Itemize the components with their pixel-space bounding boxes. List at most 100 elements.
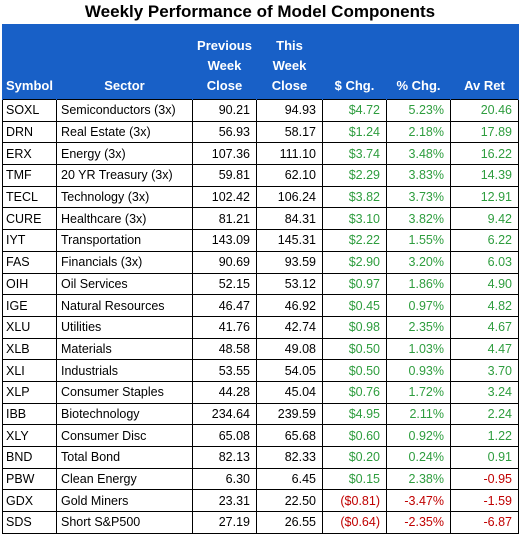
header-percent-change: % Chg. xyxy=(386,24,451,100)
symbol-cell: XLY xyxy=(2,424,57,447)
previous-close-cell: 102.42 xyxy=(192,185,257,209)
this-close-cell: 46.92 xyxy=(256,294,323,317)
average-return-cell: 4.67 xyxy=(450,315,519,339)
average-return-cell: 17.89 xyxy=(450,120,519,144)
dollar-change-cell: ($0.81) xyxy=(322,489,387,513)
table-row: PBW Clean Energy 6.30 6.45 $0.15 2.38% -0.95 xyxy=(2,467,519,491)
table-row: GDX Gold Miners 23.31 22.50 ($0.81) -3.47% -1.… xyxy=(2,489,519,513)
average-return-cell: 9.42 xyxy=(450,207,519,231)
header-average-return: Av Ret xyxy=(450,24,519,100)
table-row: ERX Energy (3x) 107.36 111.10 $3.74 3.48% 16.2… xyxy=(2,142,519,166)
dollar-change-cell: $0.60 xyxy=(322,424,387,447)
previous-close-cell: 81.21 xyxy=(192,207,257,231)
previous-close-cell: 48.58 xyxy=(192,337,257,361)
sector-cell: Total Bond xyxy=(56,446,193,469)
average-return-cell: 20.46 xyxy=(450,99,519,122)
previous-close-cell: 56.93 xyxy=(192,120,257,144)
percent-change-cell: -3.47% xyxy=(386,489,451,513)
symbol-cell: XLB xyxy=(2,337,57,361)
percent-change-cell: 1.55% xyxy=(386,229,451,252)
symbol-cell: SOXL xyxy=(2,99,57,122)
average-return-cell: 16.22 xyxy=(450,142,519,166)
symbol-cell: ERX xyxy=(2,142,57,166)
previous-close-cell: 143.09 xyxy=(192,229,257,252)
table-row: XLY Consumer Disc 65.08 65.68 $0.60 0.92% 1.22 xyxy=(2,424,519,447)
previous-close-cell: 23.31 xyxy=(192,489,257,513)
header-this-line-3: Close xyxy=(271,78,308,93)
sector-cell: Biotechnology xyxy=(56,402,193,426)
symbol-cell: FAS xyxy=(2,250,57,274)
sector-cell: Financials (3x) xyxy=(56,250,193,274)
dollar-change-cell: $4.95 xyxy=(322,402,387,426)
previous-close-cell: 46.47 xyxy=(192,294,257,317)
previous-close-cell: 44.28 xyxy=(192,380,257,404)
previous-close-cell: 59.81 xyxy=(192,164,257,187)
dollar-change-cell: $0.76 xyxy=(322,380,387,404)
symbol-cell: IBB xyxy=(2,402,57,426)
dollar-change-cell: ($0.64) xyxy=(322,511,387,534)
symbol-cell: XLI xyxy=(2,359,57,382)
symbol-cell: SDS xyxy=(2,511,57,534)
header-this-line-1: This xyxy=(276,38,303,53)
header-this-week-close: This Week Close xyxy=(256,24,323,100)
average-return-cell: -0.95 xyxy=(450,467,519,491)
sector-cell: Clean Energy xyxy=(56,467,193,491)
table-row: IGE Natural Resources 46.47 46.92 $0.45 0.97%… xyxy=(2,294,519,317)
average-return-cell: 1.22 xyxy=(450,424,519,447)
previous-close-cell: 53.55 xyxy=(192,359,257,382)
sector-cell: Transportation xyxy=(56,229,193,252)
this-close-cell: 6.45 xyxy=(256,467,323,491)
sector-cell: Technology (3x) xyxy=(56,185,193,209)
symbol-cell: CURE xyxy=(2,207,57,231)
symbol-cell: XLP xyxy=(2,380,57,404)
table-row: FAS Financials (3x) 90.69 93.59 $2.90 3.20% 6.… xyxy=(2,250,519,274)
dollar-change-cell: $2.90 xyxy=(322,250,387,274)
this-close-cell: 111.10 xyxy=(256,142,323,166)
this-close-cell: 49.08 xyxy=(256,337,323,361)
average-return-cell: 6.22 xyxy=(450,229,519,252)
symbol-cell: IYT xyxy=(2,229,57,252)
this-close-cell: 145.31 xyxy=(256,229,323,252)
sector-cell: 20 YR Treasury (3x) xyxy=(56,164,193,187)
table-row: TMF 20 YR Treasury (3x) 59.81 62.10 $2.29 3.8… xyxy=(2,164,519,187)
sector-cell: Gold Miners xyxy=(56,489,193,513)
percent-change-cell: 3.73% xyxy=(386,185,451,209)
symbol-cell: PBW xyxy=(2,467,57,491)
percent-change-cell: 2.18% xyxy=(386,120,451,144)
dollar-change-cell: $3.10 xyxy=(322,207,387,231)
table-row: IYT Transportation 143.09 145.31 $2.22 1.55% 6… xyxy=(2,229,519,252)
table-title: Weekly Performance of Model Components xyxy=(84,2,436,21)
average-return-cell: 0.91 xyxy=(450,446,519,469)
table-row: XLI Industrials 53.55 54.05 $0.50 0.93% 3.70 xyxy=(2,359,519,382)
symbol-cell: OIH xyxy=(2,272,57,296)
symbol-cell: DRN xyxy=(2,120,57,144)
table-row: XLU Utilities 41.76 42.74 $0.98 2.35% 4.67 xyxy=(2,315,519,339)
average-return-cell: 3.24 xyxy=(450,380,519,404)
symbol-cell: TECL xyxy=(2,185,57,209)
dollar-change-cell: $0.98 xyxy=(322,315,387,339)
this-close-cell: 62.10 xyxy=(256,164,323,187)
sector-cell: Real Estate (3x) xyxy=(56,120,193,144)
this-close-cell: 42.74 xyxy=(256,315,323,339)
percent-change-cell: 0.92% xyxy=(386,424,451,447)
this-close-cell: 82.33 xyxy=(256,446,323,469)
percent-change-cell: 3.82% xyxy=(386,207,451,231)
percent-change-cell: 1.72% xyxy=(386,380,451,404)
header-prev-line-3: Close xyxy=(206,78,243,93)
symbol-cell: TMF xyxy=(2,164,57,187)
sector-cell: Consumer Staples xyxy=(56,380,193,404)
dollar-change-cell: $0.50 xyxy=(322,359,387,382)
dollar-change-cell: $0.50 xyxy=(322,337,387,361)
dollar-change-cell: $4.72 xyxy=(322,99,387,122)
average-return-cell: 2.24 xyxy=(450,402,519,426)
this-close-cell: 84.31 xyxy=(256,207,323,231)
table-body: SOXL Semiconductors (3x) 90.21 94.93 $4.72 5.… xyxy=(2,99,519,534)
sector-cell: Healthcare (3x) xyxy=(56,207,193,231)
percent-change-cell: 3.83% xyxy=(386,164,451,187)
header-prev-line-2: Week xyxy=(207,58,242,73)
dollar-change-cell: $0.15 xyxy=(322,467,387,491)
table-row: XLP Consumer Staples 44.28 45.04 $0.76 1.72% 3… xyxy=(2,380,519,404)
dollar-change-cell: $3.74 xyxy=(322,142,387,166)
header-dollar-change: $ Chg. xyxy=(322,24,387,100)
average-return-cell: -1.59 xyxy=(450,489,519,513)
